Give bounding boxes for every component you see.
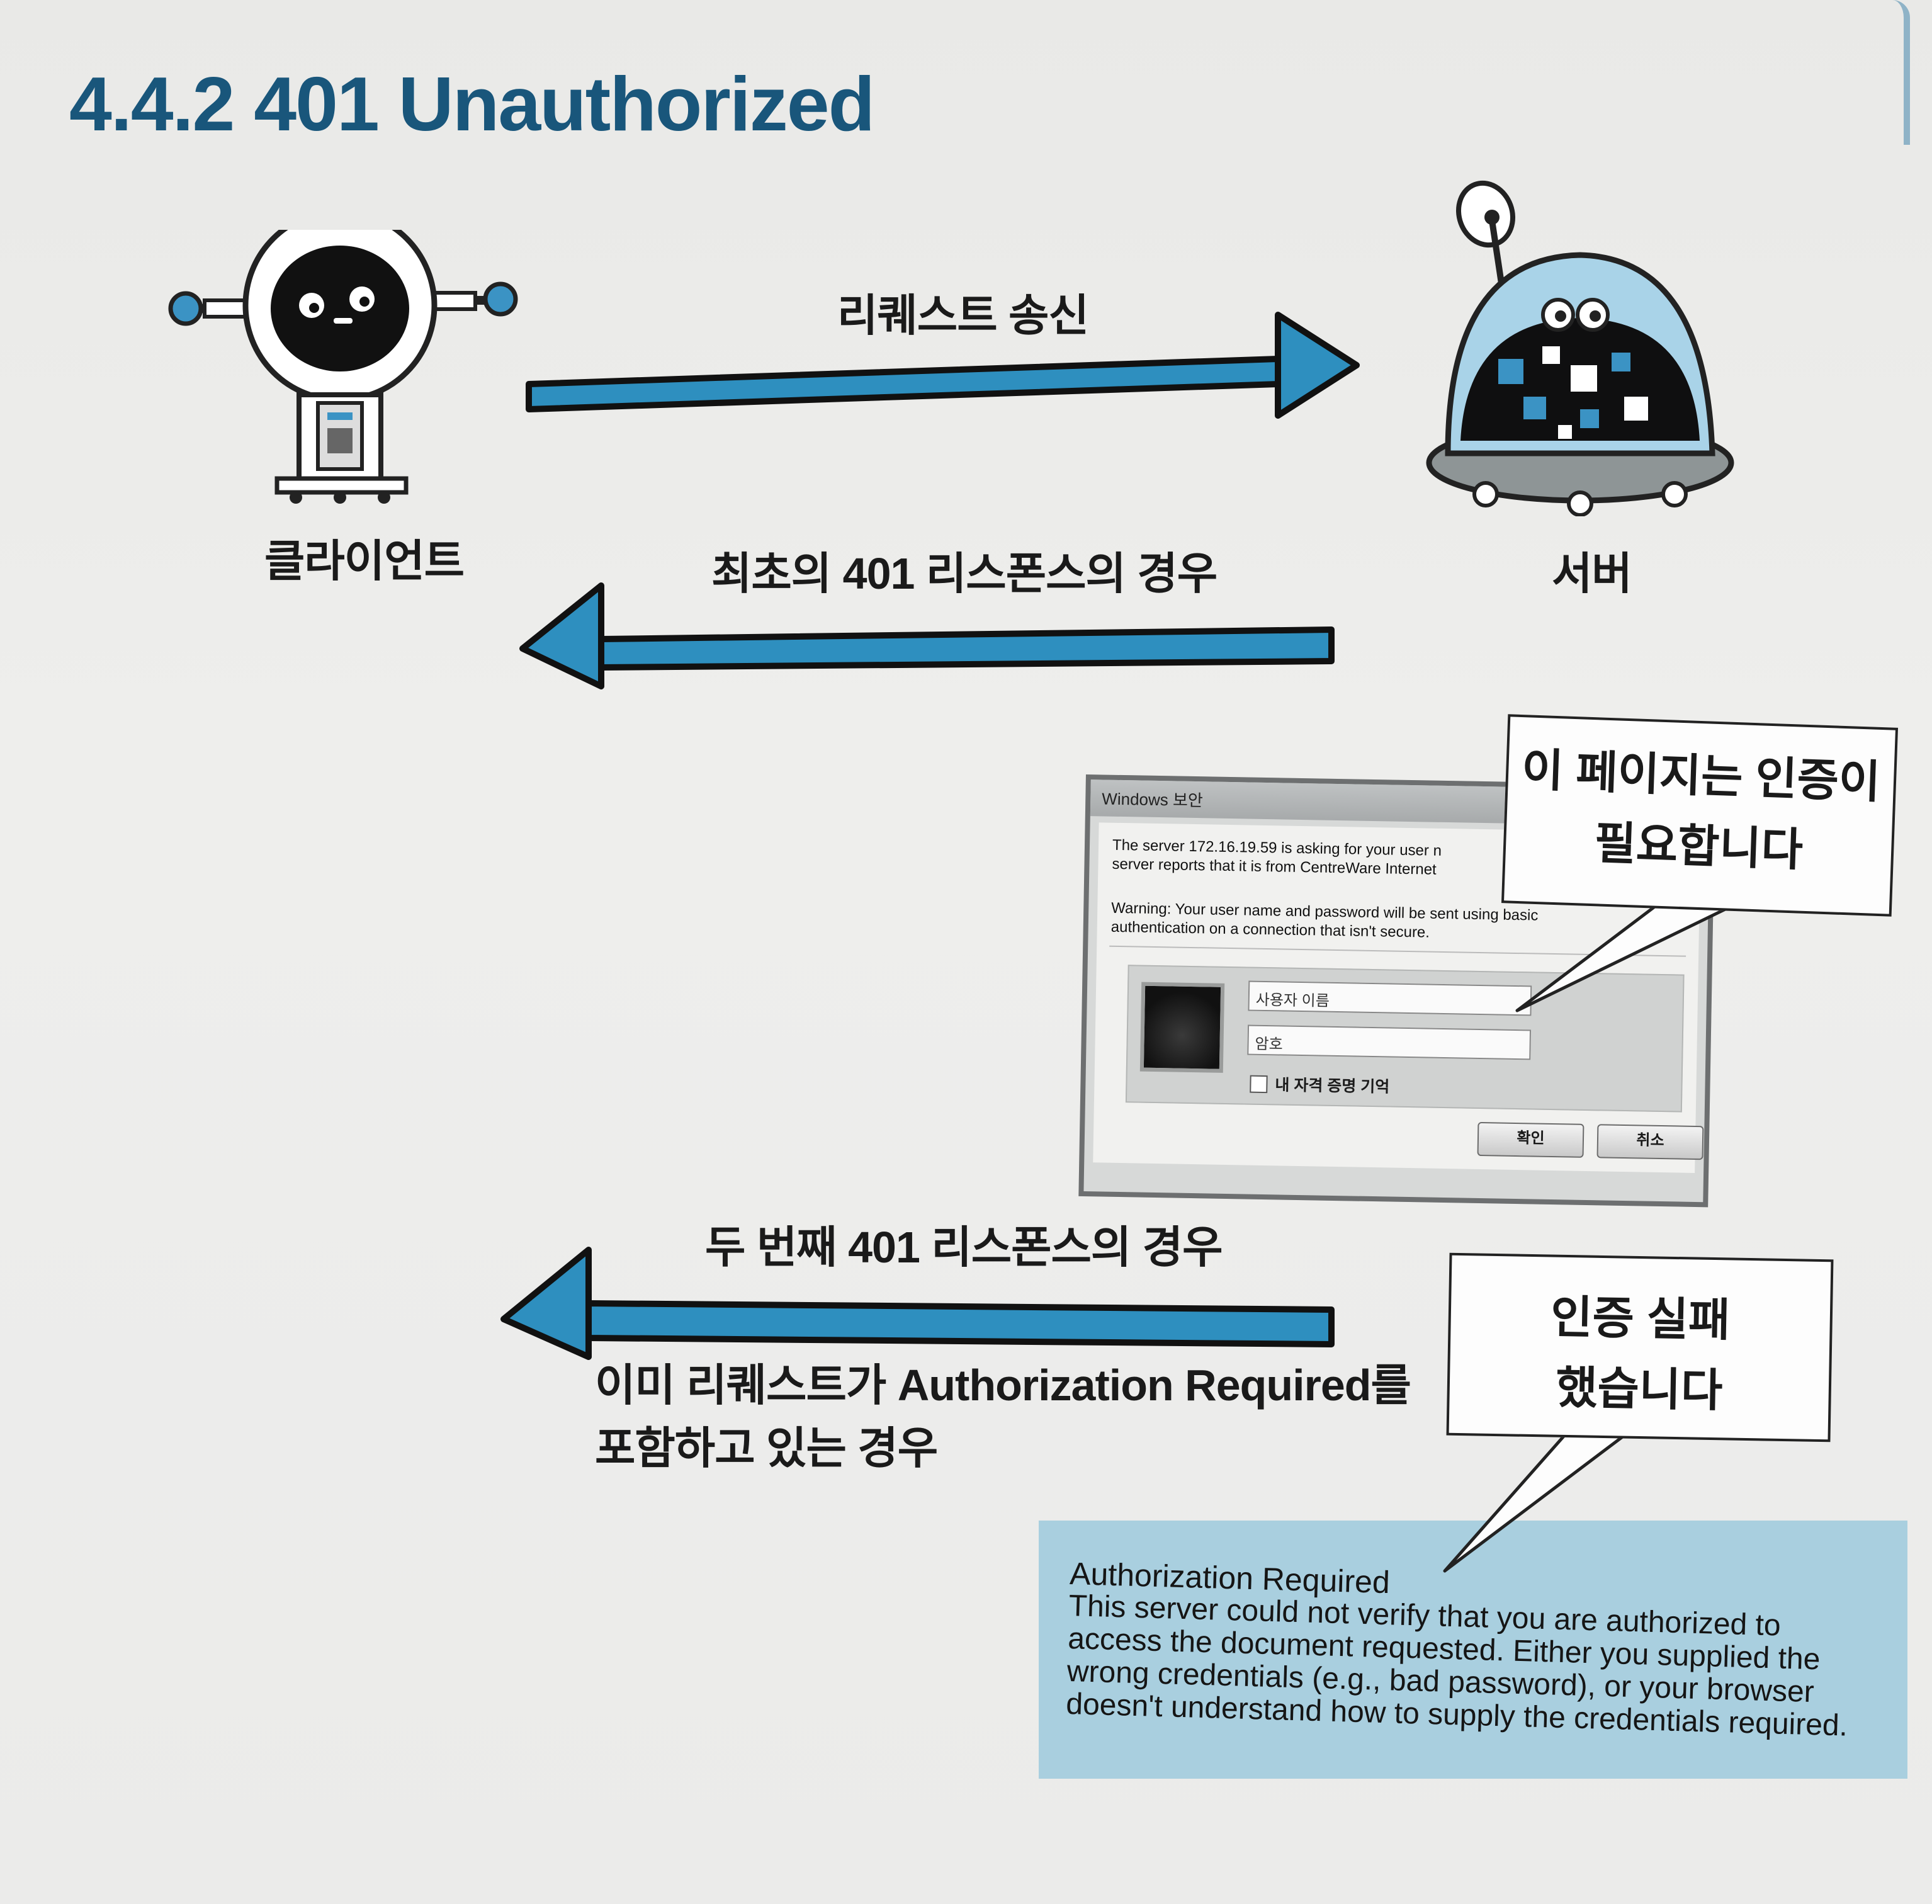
client-robot-illustration <box>168 230 518 504</box>
cancel-button[interactable]: 취소 <box>1596 1124 1704 1160</box>
error-page-box: Authorization Required This server could… <box>1039 1521 1907 1779</box>
request-label: 리퀘스트 송신 <box>837 291 1089 340</box>
callout-auth-failed-line2: 했습니다 <box>1555 1363 1723 1417</box>
section-title: 4.4.2 401 Unauthorized <box>69 61 875 147</box>
first-response-label: 최초의 401 리스폰스의 경우 <box>711 549 1217 598</box>
callout-auth-required-line1: 이 페이지는 인증이 <box>1520 745 1882 808</box>
password-input[interactable]: 암호 <box>1247 1024 1532 1060</box>
second-response-label: 두 번째 401 리스폰스의 경우 <box>705 1223 1223 1272</box>
username-input[interactable]: 사용자 이름 <box>1248 980 1532 1016</box>
server-label: 서버 <box>1552 549 1632 598</box>
bleed-through-background <box>1322 491 1404 586</box>
error-body: This server could not verify that you ar… <box>1065 1589 1848 1743</box>
callout-auth-failed-pointer <box>1443 1434 1626 1573</box>
remember-label: 내 자격 증명 기억 <box>1275 1076 1390 1096</box>
client-label: 클라이언트 <box>264 536 465 586</box>
remember-checkbox[interactable] <box>1250 1075 1268 1094</box>
request-arrow <box>526 312 1360 419</box>
second-response-arrow <box>500 1247 1335 1360</box>
callout-auth-failed-line1: 인증 실패 <box>1550 1292 1731 1346</box>
ok-button[interactable]: 확인 <box>1477 1121 1585 1158</box>
callout-auth-required: 이 페이지는 인증이 필요합니다 <box>1501 714 1899 917</box>
callout-auth-required-line2: 필요합니다 <box>1593 818 1804 876</box>
first-response-arrow <box>519 582 1335 689</box>
credential-icon <box>1139 982 1225 1073</box>
page-edge <box>1892 0 1910 145</box>
server-robot-illustration <box>1426 180 1734 516</box>
second-response-note: 이미 리퀘스트가 Authorization Required를 포함하고 있는… <box>595 1361 1411 1473</box>
callout-auth-failed: 인증 실패 했습니다 <box>1446 1252 1834 1442</box>
